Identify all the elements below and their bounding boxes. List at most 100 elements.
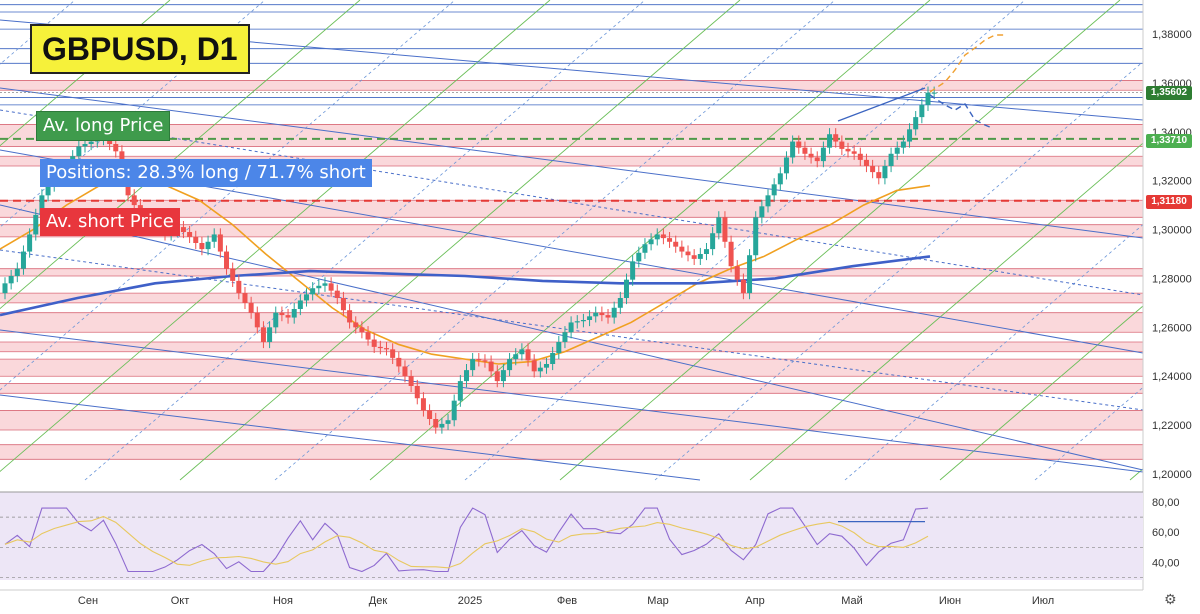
candle-up	[716, 217, 722, 234]
candle-up	[82, 144, 88, 147]
candle-up	[630, 261, 636, 280]
price-tick-label: 1,24000	[1152, 371, 1192, 383]
channel-line	[0, 87, 1144, 239]
rsi-tick-label: 80,00	[1152, 497, 1180, 509]
candle-down	[679, 246, 685, 252]
candle-down	[402, 366, 408, 377]
chart-title: GBPUSD, D1	[30, 24, 250, 74]
candle-up	[642, 244, 648, 253]
zone-band	[0, 342, 1143, 352]
candle-up	[550, 353, 556, 364]
candle-down	[353, 322, 359, 328]
candle-up	[457, 381, 463, 401]
candle-up	[820, 147, 826, 162]
fan-dashed-line	[0, 0, 266, 228]
price-tick-label: 1,38000	[1152, 29, 1192, 41]
candle-up	[45, 185, 51, 196]
candle-down	[433, 419, 439, 428]
candle-up	[322, 283, 328, 286]
zone-band	[0, 410, 1143, 430]
fan-dashed-line	[1034, 338, 1200, 481]
candle-down	[365, 332, 371, 340]
candle-down	[328, 283, 334, 291]
candle-up	[39, 195, 45, 215]
price-tick-label: 1,28000	[1152, 273, 1192, 285]
price-tick-label: 1,22000	[1152, 420, 1192, 432]
candle-up	[710, 233, 716, 250]
fan-green-line	[0, 0, 171, 147]
candle-up	[8, 276, 14, 284]
candle-up	[747, 255, 753, 294]
candle-up	[611, 307, 617, 318]
candle-up	[623, 279, 629, 298]
candle-up	[439, 423, 445, 428]
channel-dashed-line	[0, 109, 1144, 296]
gear-icon[interactable]: ⚙	[1164, 592, 1177, 608]
candle-up	[297, 300, 303, 309]
candle-down	[685, 251, 691, 256]
candle-down	[371, 339, 377, 347]
candle-down	[230, 268, 236, 281]
time-tick-label: Июн	[939, 595, 961, 607]
candle-down	[488, 361, 494, 372]
ma-slow-line	[0, 255, 931, 317]
candle-up	[310, 288, 316, 295]
positions-label: Positions: 28.3% long / 71.7% short	[40, 159, 372, 187]
candle-down	[390, 349, 396, 358]
candle-down	[476, 359, 482, 361]
candle-down	[396, 357, 402, 367]
candle-down	[254, 312, 260, 328]
zone-band	[0, 359, 1143, 377]
time-tick-label: Ноя	[273, 595, 293, 607]
candle-down	[242, 293, 248, 303]
candle-down	[870, 166, 876, 173]
last-price-tag: 1,35602	[1146, 86, 1192, 100]
candle-up	[451, 400, 457, 421]
candle-down	[340, 298, 346, 311]
candle-up	[2, 283, 8, 294]
candle-up	[568, 322, 574, 333]
candle-down	[660, 234, 666, 239]
av-long-price-tag: 1,33710	[1146, 134, 1192, 148]
zone-band	[0, 124, 1143, 147]
fan-green-line	[559, 0, 1121, 481]
rsi-signal-line	[4, 515, 929, 569]
candle-down	[359, 327, 365, 333]
candle-up	[211, 234, 217, 242]
candle-down	[802, 147, 808, 154]
candle-up	[556, 342, 562, 353]
candle-down	[734, 266, 740, 280]
candle-down	[740, 279, 746, 294]
candle-down	[845, 148, 851, 152]
candle-down	[236, 280, 242, 294]
candle-up	[316, 285, 322, 289]
candle-up	[654, 234, 660, 240]
forecast-down-line	[929, 94, 993, 129]
candle-up	[14, 268, 20, 276]
candle-up	[753, 217, 759, 256]
candle-down	[427, 410, 433, 419]
candle-down	[796, 141, 802, 148]
candle-up	[888, 153, 894, 166]
time-tick-label: Фев	[557, 595, 577, 607]
candle-down	[673, 241, 679, 247]
candle-up	[617, 298, 623, 308]
candle-up	[587, 316, 593, 320]
candle-up	[273, 312, 279, 328]
zone-band	[0, 200, 1143, 218]
av-short-price-tag: 1,31180	[1146, 195, 1192, 209]
candle-up	[304, 294, 310, 301]
time-tick-label: Дек	[369, 595, 388, 607]
candle-up	[205, 241, 211, 250]
fan-dashed-line	[654, 12, 1200, 481]
candle-down	[599, 312, 605, 316]
candle-down	[525, 349, 531, 361]
candle-down	[193, 236, 199, 243]
candle-up	[470, 359, 476, 371]
candle-down	[833, 134, 839, 142]
time-tick-label: Май	[841, 595, 863, 607]
candle-up	[790, 141, 796, 158]
time-tick-label: Июл	[1032, 595, 1054, 607]
av-short-price-label: Av. short Price	[40, 208, 180, 236]
